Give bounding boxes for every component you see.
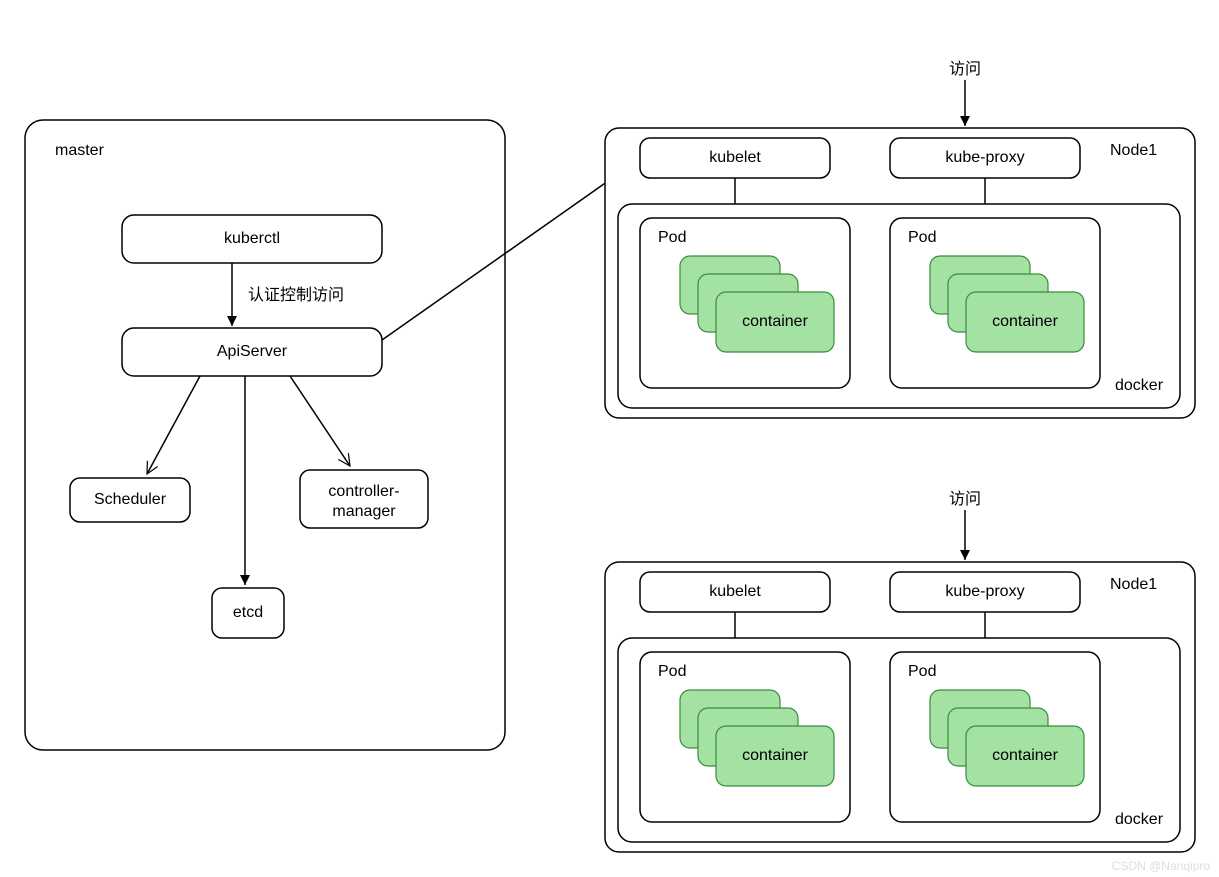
pod-1b: Pod container bbox=[890, 218, 1100, 388]
container-label-2a: container bbox=[742, 747, 808, 764]
pod-label-2a: Pod bbox=[658, 663, 686, 680]
controller-manager-label-2: manager bbox=[332, 503, 396, 520]
etcd-label: etcd bbox=[233, 604, 263, 621]
kubeproxy-label-1: kube-proxy bbox=[945, 149, 1024, 166]
docker-label-2: docker bbox=[1115, 811, 1164, 828]
master-group: master kuberctl 认证控制访问 ApiServer Schedul… bbox=[25, 120, 505, 750]
node2-label: Node1 bbox=[1110, 576, 1157, 593]
access-node1: 访问 bbox=[949, 60, 981, 126]
kuberctl-label: kuberctl bbox=[224, 230, 280, 247]
kubelet-label-1: kubelet bbox=[709, 149, 761, 166]
watermark: CSDN @Nanqipro bbox=[1112, 859, 1211, 873]
pod-label-1b: Pod bbox=[908, 229, 936, 246]
architecture-diagram: master kuberctl 认证控制访问 ApiServer Schedul… bbox=[0, 0, 1219, 877]
master-label: master bbox=[55, 142, 105, 159]
node1-label: Node1 bbox=[1110, 142, 1157, 159]
docker-label-1: docker bbox=[1115, 377, 1164, 394]
kubeproxy-label-2: kube-proxy bbox=[945, 583, 1024, 600]
node2-group: Node1 kubelet kube-proxy docker Pod cont… bbox=[605, 562, 1195, 852]
controller-manager-label-1: controller- bbox=[328, 483, 399, 500]
access-label-1: 访问 bbox=[949, 60, 981, 78]
node1-group: Node1 kubelet kube-proxy docker Pod cont… bbox=[605, 128, 1195, 418]
pod-label-1a: Pod bbox=[658, 229, 686, 246]
scheduler-label: Scheduler bbox=[94, 491, 167, 508]
pod-2b: Pod container bbox=[890, 652, 1100, 822]
access-node2: 访问 bbox=[949, 490, 981, 560]
container-label-1a: container bbox=[742, 313, 808, 330]
pod-label-2b: Pod bbox=[908, 663, 936, 680]
access-label-2: 访问 bbox=[949, 490, 981, 508]
apiserver-label: ApiServer bbox=[217, 343, 288, 360]
pod-1a: Pod container bbox=[640, 218, 850, 388]
container-label-1b: container bbox=[992, 313, 1058, 330]
auth-label: 认证控制访问 bbox=[248, 286, 344, 304]
kubelet-label-2: kubelet bbox=[709, 583, 761, 600]
pod-2a: Pod container bbox=[640, 652, 850, 822]
container-label-2b: container bbox=[992, 747, 1058, 764]
